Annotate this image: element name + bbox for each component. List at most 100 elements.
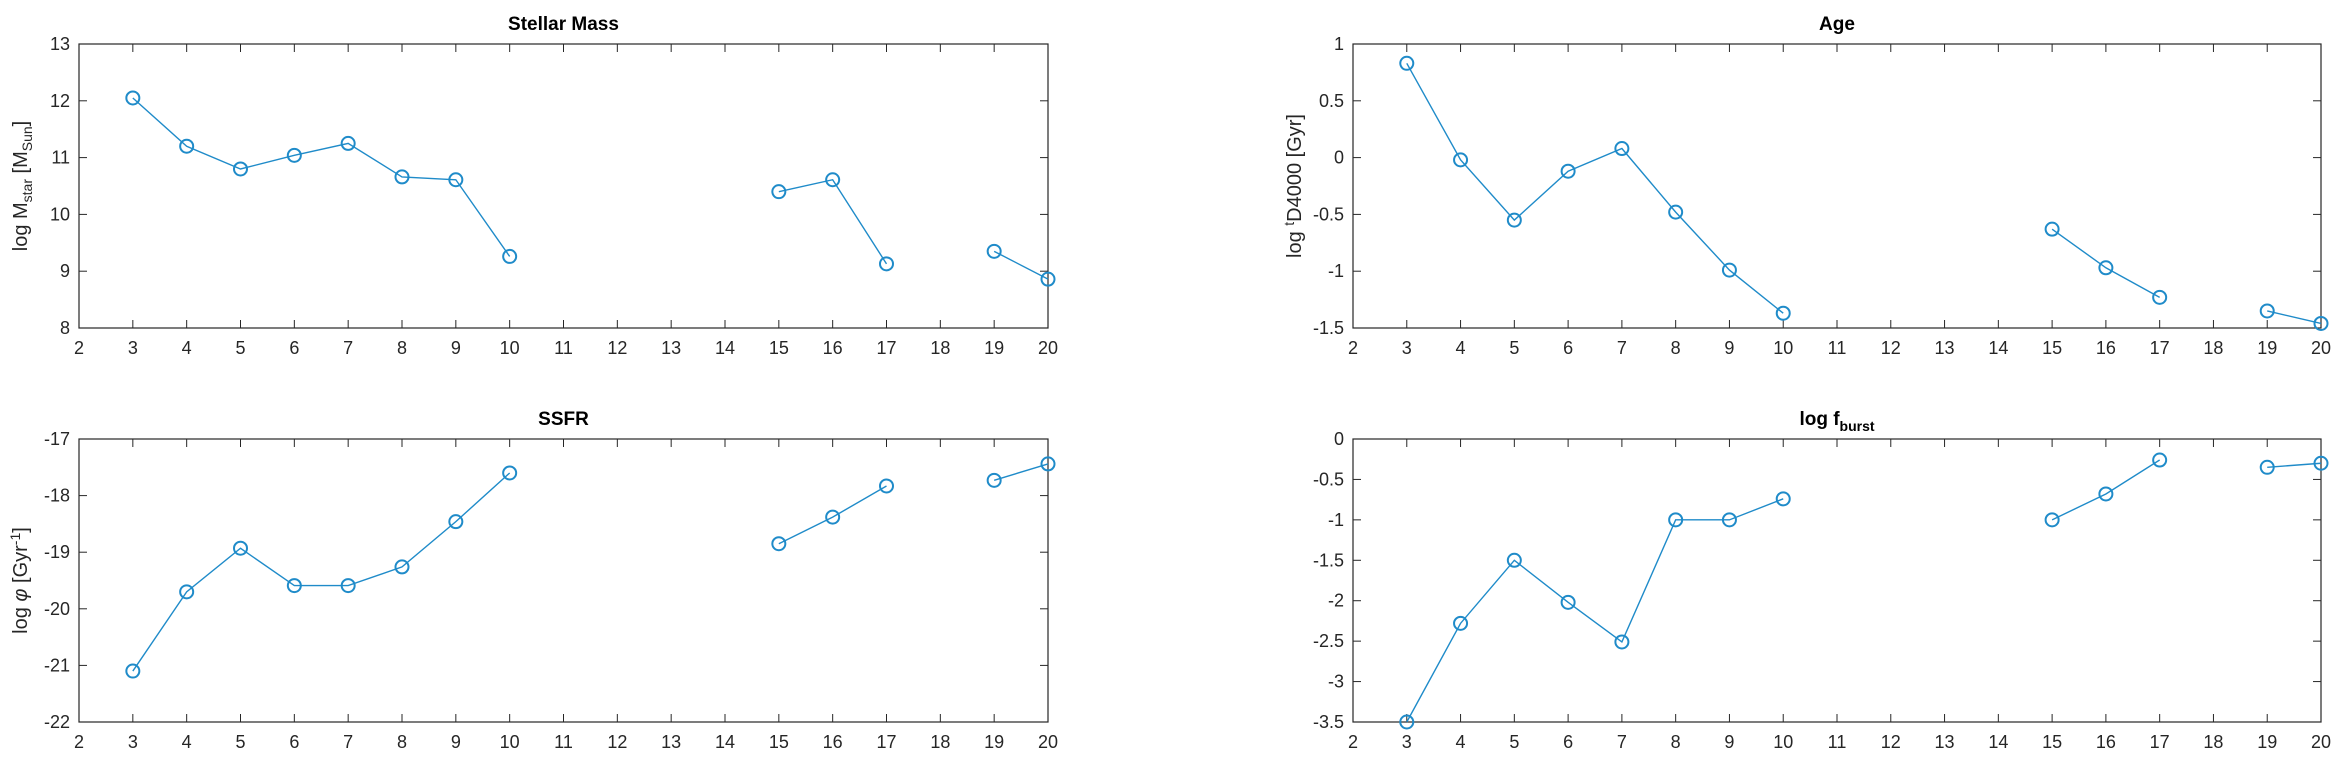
x-tick-label: 6 bbox=[289, 732, 299, 752]
x-tick-label: 12 bbox=[607, 732, 627, 752]
f-burst-data-point bbox=[1506, 552, 1522, 568]
x-tick-label: 12 bbox=[607, 338, 627, 358]
y-tick-label: 10 bbox=[50, 204, 70, 224]
ssfr-data-point bbox=[233, 540, 248, 556]
x-tick-label: 6 bbox=[289, 338, 299, 358]
x-tick-label: 13 bbox=[1935, 732, 1955, 752]
y-tick-label: 13 bbox=[50, 34, 70, 54]
x-tick-label: 14 bbox=[715, 732, 735, 752]
age-data-point bbox=[2098, 260, 2114, 276]
x-tick-label: 16 bbox=[2096, 732, 2116, 752]
stellar-mass-series-line bbox=[993, 250, 1049, 280]
stellar-mass-data-point bbox=[448, 172, 464, 188]
x-tick-label: 8 bbox=[397, 338, 407, 358]
f-burst-data-point bbox=[1614, 634, 1630, 650]
ssfr-data-point bbox=[125, 663, 141, 679]
x-tick-label: 13 bbox=[661, 732, 681, 752]
x-tick-label: 17 bbox=[2150, 338, 2170, 358]
age-data-point bbox=[2152, 289, 2168, 305]
x-tick-label: 3 bbox=[1402, 338, 1412, 358]
f-burst-data-point bbox=[1721, 512, 1737, 528]
x-tick-label: 9 bbox=[1724, 338, 1734, 358]
stellar-mass-data-point bbox=[502, 248, 518, 264]
age-series-line bbox=[2051, 228, 2161, 298]
x-tick-label: 19 bbox=[984, 732, 1004, 752]
x-tick-label: 14 bbox=[715, 338, 735, 358]
stellar-mass-data-point bbox=[771, 184, 787, 200]
x-tick-label: 7 bbox=[1617, 338, 1627, 358]
y-tick-label: -2.5 bbox=[1313, 631, 1344, 651]
stellar-mass-title: Stellar Mass bbox=[508, 14, 619, 35]
y-tick-label: 0.5 bbox=[1319, 91, 1344, 111]
x-tick-label: 10 bbox=[1773, 732, 1793, 752]
x-tick-label: 6 bbox=[1563, 732, 1573, 752]
x-tick-label: 19 bbox=[984, 338, 1004, 358]
x-tick-label: 4 bbox=[182, 338, 192, 358]
x-tick-label: 2 bbox=[74, 732, 84, 752]
y-tick-label: -20 bbox=[44, 599, 70, 619]
y-tick-label: -0.5 bbox=[1313, 469, 1344, 489]
x-tick-label: 2 bbox=[1348, 338, 1358, 358]
stellar-mass-data-point bbox=[125, 90, 141, 106]
f-burst-data-point bbox=[2098, 486, 2114, 502]
y-tick-label: -0.5 bbox=[1313, 204, 1344, 224]
y-tick-label: 9 bbox=[60, 261, 70, 281]
x-tick-label: 11 bbox=[554, 732, 573, 752]
ssfr-data-point bbox=[1040, 456, 1056, 472]
age-y-axis-label: log tD4000 [Gyr] bbox=[1281, 114, 1306, 258]
x-tick-label: 7 bbox=[343, 338, 353, 358]
stellar-mass-axes-box bbox=[78, 43, 1049, 329]
x-tick-label: 17 bbox=[876, 732, 896, 752]
x-tick-label: 9 bbox=[1724, 732, 1734, 752]
f-burst-data-point bbox=[1668, 512, 1684, 528]
x-tick-label: 7 bbox=[1617, 732, 1627, 752]
x-tick-label: 15 bbox=[2042, 338, 2062, 358]
x-tick-label: 8 bbox=[397, 732, 407, 752]
ssfr-data-point bbox=[179, 584, 195, 600]
x-tick-label: 9 bbox=[451, 338, 461, 358]
f-burst-data-point bbox=[2152, 452, 2168, 468]
ssfr-series-line bbox=[132, 472, 511, 672]
age-data-point bbox=[1614, 141, 1630, 157]
age-data-point bbox=[1775, 305, 1791, 321]
ssfr-panel: 2 3 4 5 6 7 8 9 10 11 12 13 14 15 16 17 18 19 20 -22 -21 -20 -… bbox=[7, 409, 1058, 752]
f-burst-data-point bbox=[1560, 594, 1576, 610]
y-tick-label: -18 bbox=[44, 486, 70, 506]
f-burst-panel: 2 3 4 5 6 7 8 9 10 11 12 13 14 15 16 17 18 19 20 -3.5 -3 -2.5… bbox=[1313, 409, 2331, 752]
x-tick-label: 18 bbox=[2203, 338, 2223, 358]
y-tick-label: -1.5 bbox=[1313, 550, 1344, 570]
stellar-mass-data-point bbox=[825, 172, 841, 188]
x-tick-label: 4 bbox=[1456, 732, 1466, 752]
x-tick-label: 14 bbox=[1988, 732, 2008, 752]
age-data-point bbox=[2259, 303, 2275, 319]
x-tick-label: 12 bbox=[1881, 732, 1901, 752]
x-tick-label: 16 bbox=[2096, 338, 2116, 358]
age-data-point bbox=[1506, 212, 1522, 228]
ssfr-series-line bbox=[993, 463, 1049, 481]
x-tick-label: 9 bbox=[451, 732, 461, 752]
f-burst-data-point bbox=[2313, 455, 2329, 471]
f-burst-axes-box bbox=[1352, 438, 2322, 723]
ssfr-data-point bbox=[879, 478, 894, 494]
x-tick-label: 20 bbox=[2311, 338, 2331, 358]
y-tick-label: -1 bbox=[1328, 510, 1344, 530]
y-tick-label: -19 bbox=[44, 542, 70, 562]
x-tick-label: 2 bbox=[74, 338, 84, 358]
age-series-line bbox=[2267, 310, 2322, 325]
x-tick-label: 10 bbox=[1773, 338, 1793, 358]
ssfr-series-line bbox=[778, 485, 887, 545]
y-tick-label: -3.5 bbox=[1313, 712, 1344, 732]
stellar-mass-data-point bbox=[340, 135, 356, 151]
stellar-mass-series-line bbox=[778, 178, 888, 265]
ssfr-data-point bbox=[771, 536, 787, 552]
y-tick-label: -2 bbox=[1328, 591, 1344, 611]
age-data-point bbox=[2044, 221, 2060, 237]
f-burst-data-point bbox=[2044, 512, 2060, 528]
x-tick-label: 15 bbox=[769, 338, 789, 358]
x-tick-label: 15 bbox=[2042, 732, 2062, 752]
stellar-mass-data-point bbox=[986, 243, 1002, 259]
x-tick-label: 18 bbox=[930, 338, 950, 358]
x-tick-label: 11 bbox=[554, 338, 573, 358]
y-tick-label: -1.5 bbox=[1313, 318, 1344, 338]
